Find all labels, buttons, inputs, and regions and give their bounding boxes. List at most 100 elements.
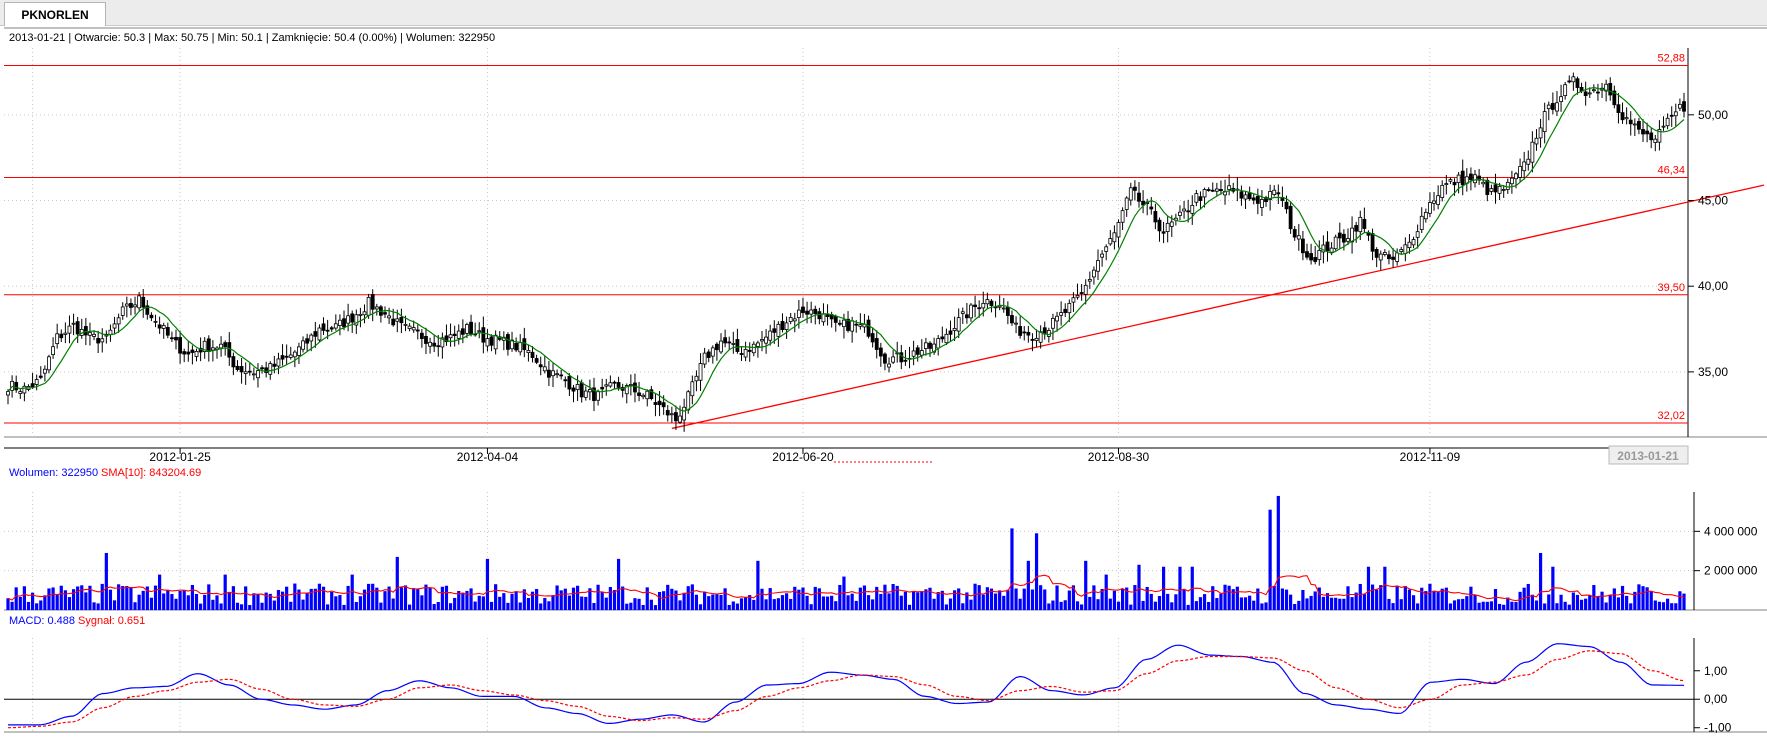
volume-bar bbox=[1448, 603, 1453, 610]
candle-body bbox=[178, 337, 183, 354]
candle-body bbox=[1051, 317, 1055, 329]
candle-body bbox=[1251, 197, 1256, 201]
candle-body bbox=[481, 327, 486, 343]
volume-bar bbox=[100, 583, 104, 610]
candle-body bbox=[780, 320, 785, 330]
candle-body bbox=[579, 382, 584, 398]
candle-body bbox=[1620, 112, 1625, 121]
volume-bar bbox=[436, 602, 440, 610]
candle-body bbox=[768, 330, 773, 341]
candle-body bbox=[75, 321, 80, 335]
candle-body bbox=[469, 321, 473, 335]
volume-bar bbox=[1145, 586, 1149, 610]
trendline[interactable] bbox=[671, 184, 1765, 430]
volume-bar bbox=[1223, 584, 1227, 610]
volume-bar bbox=[973, 583, 977, 610]
volume-bar bbox=[309, 588, 313, 610]
candle-body bbox=[239, 366, 244, 373]
candle-body bbox=[120, 306, 125, 316]
volume-bar bbox=[559, 590, 563, 610]
candle-body bbox=[1452, 181, 1457, 186]
candle-body bbox=[510, 339, 514, 350]
candle-body bbox=[842, 319, 846, 328]
volume-bar bbox=[1075, 601, 1080, 610]
candle-body bbox=[1485, 179, 1490, 195]
volume-bar bbox=[1280, 588, 1285, 610]
candle-body bbox=[1616, 104, 1621, 113]
volume-bar bbox=[1092, 585, 1096, 610]
candle-body bbox=[1624, 117, 1629, 120]
volume-bar bbox=[989, 588, 994, 610]
candle-body bbox=[715, 343, 719, 351]
candle-body bbox=[919, 350, 924, 356]
volume-bar bbox=[158, 574, 162, 610]
volume-bar bbox=[1543, 603, 1547, 610]
stock-chart[interactable]: 52,88 46,34 39,50 32,02 35,00 40,00 45,00 50,0… bbox=[4, 26, 1767, 739]
tab-pknorlen[interactable]: PKNORLEN bbox=[4, 2, 106, 26]
volume-bar bbox=[1534, 600, 1539, 610]
volume-bar bbox=[215, 595, 219, 610]
candle-body bbox=[325, 329, 330, 332]
volume-bar bbox=[1600, 591, 1604, 610]
candle-body bbox=[165, 327, 170, 336]
candle-body bbox=[903, 359, 908, 362]
candle-body bbox=[1440, 184, 1445, 199]
volume-gridlines bbox=[4, 492, 1694, 610]
candle-body bbox=[1632, 123, 1637, 126]
volume-bar bbox=[813, 586, 817, 610]
candle-body bbox=[1382, 252, 1387, 255]
volume-bar bbox=[637, 598, 641, 610]
candle-body bbox=[452, 333, 457, 336]
support-resistance-levels[interactable]: 52,88 46,34 39,50 32,02 bbox=[4, 52, 1688, 424]
chart-area[interactable]: 52,88 46,34 39,50 32,02 35,00 40,00 45,00 50,0… bbox=[4, 26, 1767, 739]
volume-bar bbox=[1338, 598, 1342, 610]
candle-body bbox=[137, 295, 142, 309]
candle-body bbox=[219, 343, 223, 349]
candle-body bbox=[256, 370, 260, 379]
candle-body bbox=[272, 363, 277, 367]
volume-bar bbox=[1473, 594, 1477, 610]
candle-body bbox=[116, 317, 121, 325]
volume-bar bbox=[297, 589, 301, 610]
volume-bar bbox=[670, 588, 674, 610]
candle-body bbox=[227, 342, 232, 358]
candle-body bbox=[1530, 141, 1535, 163]
candle-body bbox=[1190, 204, 1195, 214]
volume-bar bbox=[1198, 597, 1203, 610]
candle-body bbox=[1501, 189, 1506, 191]
candle-body bbox=[477, 330, 482, 333]
candle-body bbox=[1063, 308, 1068, 314]
volume-bar bbox=[1567, 604, 1571, 610]
volume-bar bbox=[1166, 593, 1170, 610]
candle-body bbox=[1604, 83, 1609, 92]
candle-body bbox=[985, 299, 990, 305]
volume-bar bbox=[1432, 590, 1436, 610]
candle-body bbox=[547, 369, 551, 378]
volume-bar bbox=[223, 574, 227, 610]
volume-bar bbox=[1383, 566, 1387, 610]
candle-body bbox=[268, 363, 273, 375]
volume-bar bbox=[1428, 583, 1432, 610]
candle-body bbox=[952, 328, 957, 331]
candle-body bbox=[1612, 90, 1617, 106]
volume-bar bbox=[473, 601, 477, 610]
volume-bar bbox=[1022, 588, 1026, 610]
candle-body bbox=[124, 303, 129, 307]
candle-body bbox=[1260, 199, 1264, 208]
candle-body bbox=[551, 370, 555, 377]
candle-body bbox=[1591, 89, 1596, 92]
candle-body bbox=[1272, 189, 1277, 195]
volume-bar bbox=[137, 594, 141, 610]
candle-body bbox=[1067, 302, 1072, 314]
volume-bar bbox=[1182, 589, 1186, 610]
volume-bar bbox=[80, 585, 84, 610]
candle-body bbox=[83, 326, 88, 336]
candle-body bbox=[411, 327, 416, 331]
volume-bar bbox=[1207, 601, 1211, 610]
candle-body bbox=[641, 394, 646, 398]
volume-bar bbox=[153, 585, 158, 610]
volume-bar bbox=[1112, 590, 1117, 610]
volume-bar bbox=[22, 586, 26, 610]
candle-body bbox=[801, 306, 805, 314]
candle-body bbox=[1661, 125, 1666, 128]
